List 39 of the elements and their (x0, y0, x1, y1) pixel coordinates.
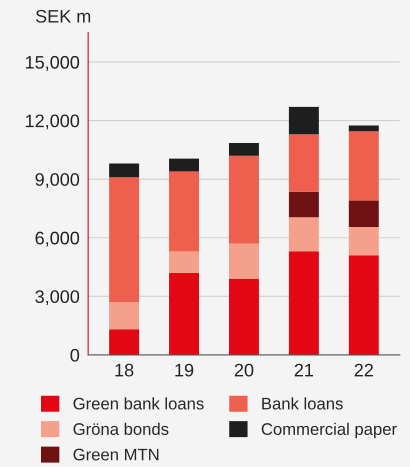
y-tick-label: 15,000 (26, 56, 80, 71)
y-tick-label: 0 (70, 348, 80, 362)
y-tick-label: 9,000 (35, 173, 80, 188)
x-tick-label: 21 (294, 364, 314, 376)
bar (288, 251, 319, 355)
bar (348, 131, 379, 201)
bar (348, 125, 379, 132)
y-axis-title: SEK m (36, 10, 90, 23)
legend-label: Green bank loans (74, 397, 204, 410)
bar (109, 164, 140, 178)
bar (288, 106, 319, 134)
x-tick-label: 19 (175, 364, 194, 377)
x-tick-label: 22 (354, 364, 373, 376)
x-tick-label: 20 (234, 364, 254, 377)
bar (109, 302, 140, 330)
legend-label: Gröna bonds (74, 422, 168, 435)
bar (169, 171, 200, 252)
bar (288, 217, 319, 252)
bar (228, 156, 259, 244)
y-tick-label: 3,000 (35, 290, 80, 306)
legend-label: Commercial paper (262, 422, 397, 438)
bar (169, 272, 200, 355)
y-tick-label: 6,000 (36, 232, 80, 247)
bar (288, 134, 319, 192)
legend-label: Bank loans (262, 397, 343, 410)
bar (169, 158, 200, 172)
bar (228, 278, 259, 355)
bar (348, 200, 379, 228)
legend-label: Green MTN (74, 448, 158, 460)
bar (348, 227, 379, 256)
bar (348, 255, 379, 355)
y-tick-label: 12,000 (26, 114, 80, 130)
bar (228, 244, 259, 279)
bar (288, 192, 319, 218)
bar (228, 143, 259, 156)
bar (109, 330, 140, 355)
bar (109, 177, 140, 302)
bar (169, 251, 200, 273)
x-tick-label: 18 (115, 364, 134, 377)
